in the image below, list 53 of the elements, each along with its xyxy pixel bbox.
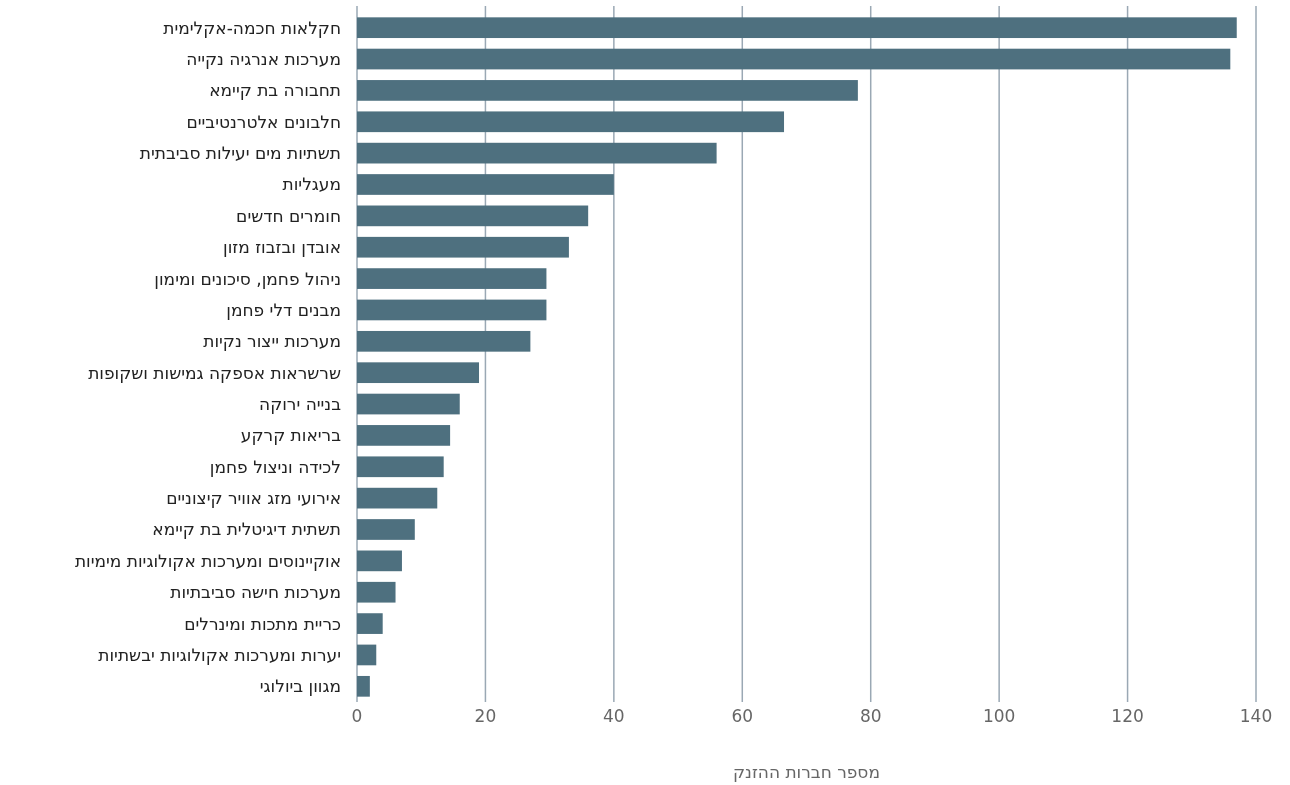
y-tick-label: מערכות חישה סביבתיות xyxy=(170,582,341,603)
bar xyxy=(357,142,717,164)
bar xyxy=(357,17,1237,39)
y-tick-label: אוקיינוסים ומערכות אקולוגיות מימיות xyxy=(74,550,341,571)
y-tick-label: חלבונים אלטרנטיביים xyxy=(186,111,341,132)
y-tick-label: חקלאות חכמה-אקלימית xyxy=(163,17,341,38)
x-tick-label: 140 xyxy=(1239,706,1273,726)
y-tick-label: ניהול פחמן, סיכונים ומימון xyxy=(154,268,341,289)
bar xyxy=(357,550,402,572)
bar xyxy=(357,644,377,666)
y-tick-label: תשתיות מים יעילות סביבתית xyxy=(139,143,341,164)
y-tick-label: חומרים חדשים xyxy=(236,205,341,226)
y-tick-label: תחבורה בת קיימא xyxy=(209,80,341,101)
x-axis-title: מספר חברות ההזנק xyxy=(733,762,880,782)
y-tick-label: בריאות קרקע xyxy=(240,425,342,446)
x-tick-label: 60 xyxy=(731,706,754,726)
bar xyxy=(357,80,858,101)
bar xyxy=(357,111,785,133)
bar xyxy=(357,268,547,289)
y-tick-label: מערכות אנרגיה נקייה xyxy=(186,49,341,69)
y-tick-label: תשתית דיגיטלית בת קיימא xyxy=(152,519,341,540)
bar xyxy=(357,174,614,195)
y-tick-label: כריית מתכות ומינרלים xyxy=(184,613,342,634)
y-tick-label: אובדן ובזבוז מזון xyxy=(223,237,341,258)
y-tick-label: אירועי מזג אוויר קיצוניים xyxy=(166,488,341,509)
bar xyxy=(357,519,415,540)
x-tick-label: 0 xyxy=(351,706,363,726)
y-tick-label: בנייה ירוקה xyxy=(259,394,342,414)
bar xyxy=(357,487,438,509)
bar xyxy=(357,236,569,258)
x-tick-label: 20 xyxy=(474,706,497,726)
y-tick-label: מערכות ייצור נקיות xyxy=(203,331,341,352)
bar xyxy=(357,675,370,697)
bar xyxy=(357,205,589,227)
x-tick-label: 100 xyxy=(982,706,1016,726)
x-tick-label: 80 xyxy=(859,706,882,726)
bar xyxy=(357,425,451,446)
bar xyxy=(357,581,396,603)
bar xyxy=(357,330,531,352)
y-tick-label: לכידה וניצול פחמן xyxy=(209,456,341,477)
bar xyxy=(357,299,547,321)
y-tick-label: מעגליות xyxy=(282,174,341,195)
y-tick-label: שרשראות אספקה גמישות ושקופות xyxy=(88,362,341,383)
x-tick-label: 120 xyxy=(1111,706,1144,726)
x-tick-label: 40 xyxy=(603,706,625,726)
bar xyxy=(357,362,480,384)
bar xyxy=(357,393,460,415)
y-tick-label: מגוון ביולוגי xyxy=(259,676,341,697)
bar xyxy=(357,456,444,478)
bar xyxy=(357,613,383,634)
y-tick-label: יערות ומערכות אקולוגיות יבשתיות xyxy=(98,644,341,665)
bar xyxy=(357,48,1231,70)
y-tick-label: מבנים דלי פחמן xyxy=(226,299,341,320)
